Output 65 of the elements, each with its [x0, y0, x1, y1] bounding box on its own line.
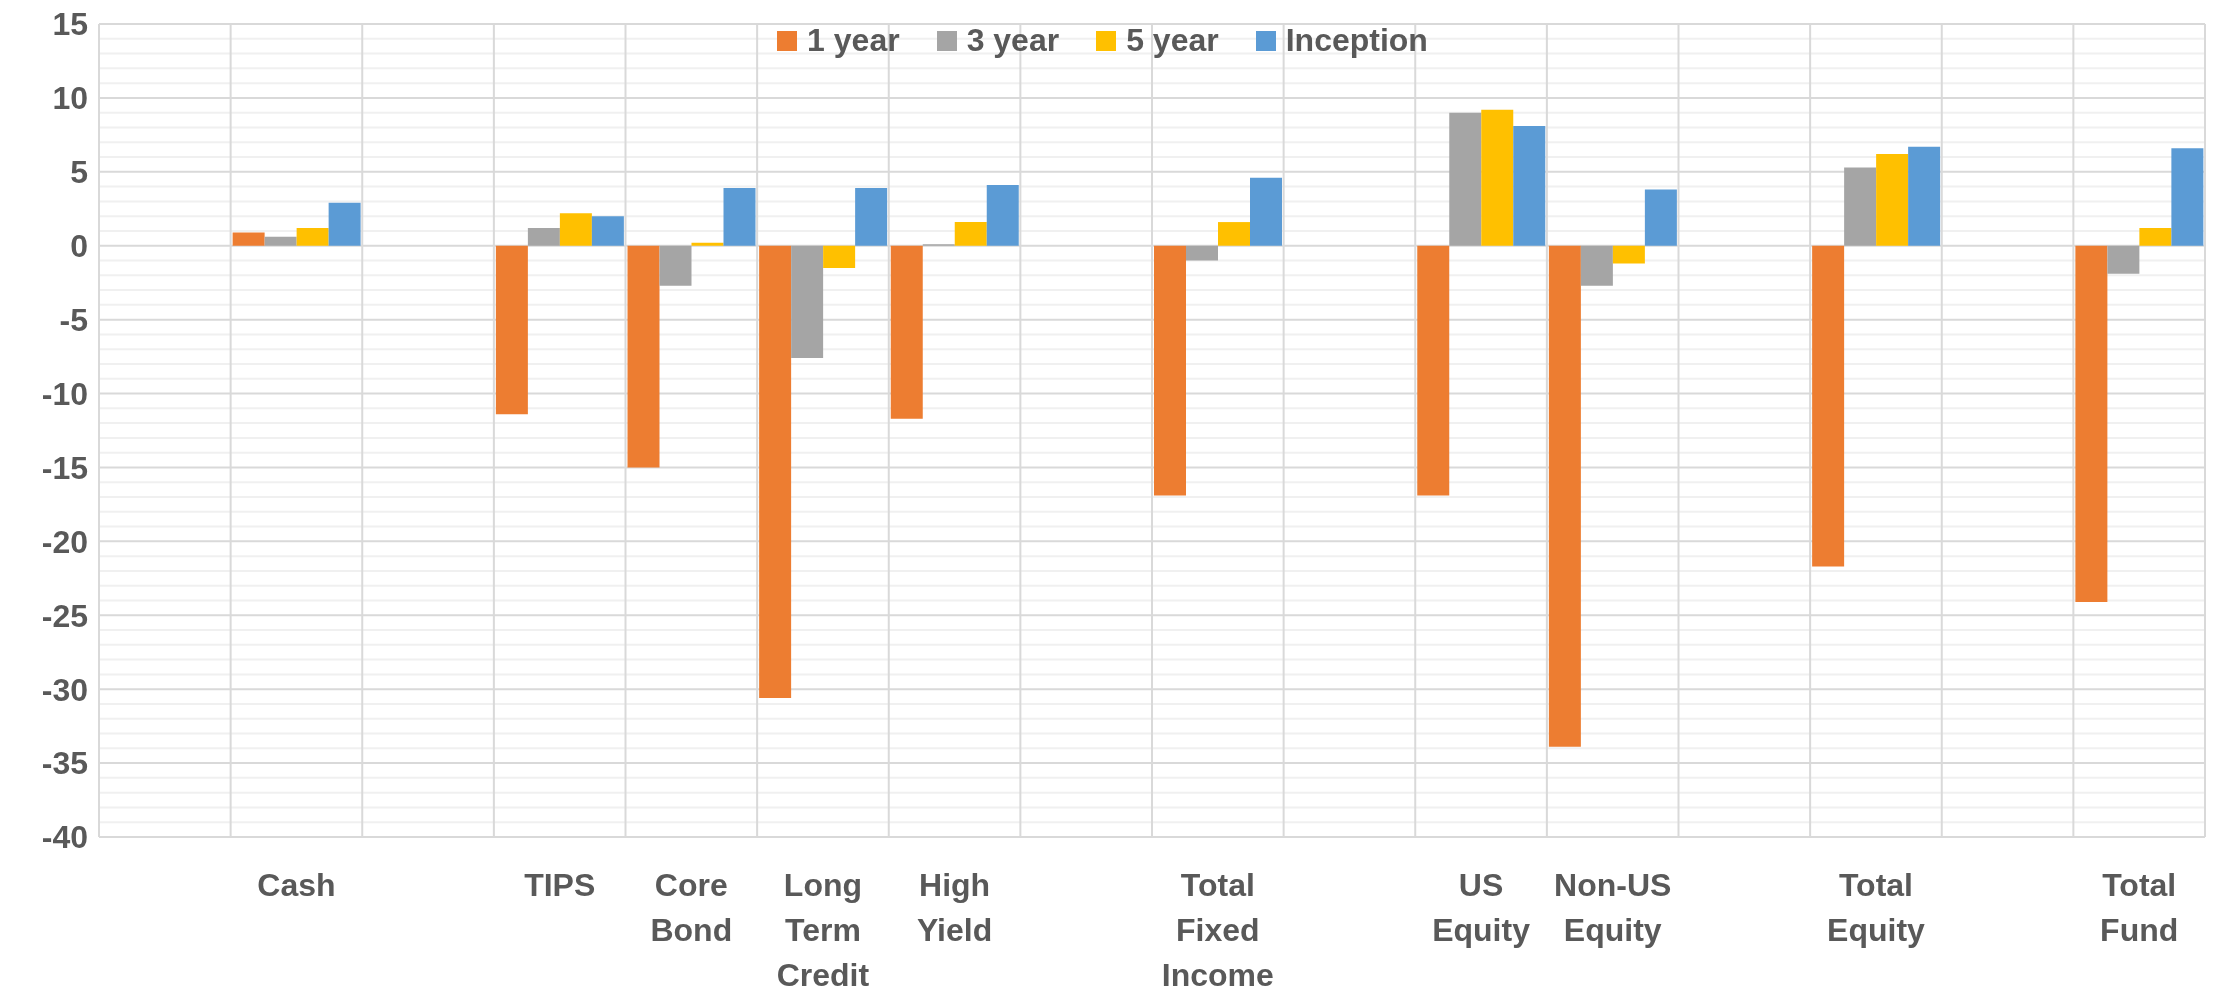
bar	[1812, 245, 1845, 567]
legend-label: 3 year	[966, 22, 1060, 59]
bar	[559, 213, 592, 246]
y-tick-label: -30	[41, 671, 88, 708]
bar	[1449, 112, 1482, 246]
x-tick-label: TIPS	[524, 867, 596, 903]
bar	[1218, 222, 1250, 246]
legend-label: 1 year	[807, 22, 900, 59]
y-tick-label: 10	[52, 80, 88, 117]
bar	[1154, 245, 1186, 496]
bar	[527, 227, 560, 246]
bar	[791, 245, 824, 359]
bar	[2075, 245, 2108, 602]
x-tick-label: High Yield	[916, 867, 993, 948]
y-tick-label: -5	[59, 302, 88, 338]
bar	[2139, 227, 2172, 246]
y-tick-label: -10	[41, 375, 88, 412]
y-tick-label: -40	[41, 819, 88, 856]
y-tick-label: 5	[70, 154, 88, 191]
bar	[691, 242, 724, 246]
bar	[723, 188, 756, 246]
bar	[659, 245, 692, 286]
x-tick-label: Long Term Credit	[776, 867, 870, 993]
y-tick-label: -35	[41, 745, 88, 782]
bar	[1417, 245, 1450, 496]
x-tick-label: US Equity	[1432, 867, 1531, 948]
y-tick-label: 0	[70, 228, 88, 265]
x-tick-label: Core Bond	[650, 867, 733, 948]
bar	[1580, 245, 1613, 286]
legend-label: Inception	[1285, 22, 1428, 59]
legend-label: 5 year	[1126, 22, 1219, 59]
x-tick-label: Total Fund	[2100, 867, 2179, 948]
bar	[1548, 245, 1581, 747]
bar	[855, 188, 888, 246]
bar	[1908, 146, 1941, 246]
bar	[1876, 154, 1909, 246]
bar	[2107, 245, 2140, 274]
bar	[1844, 167, 1877, 246]
y-tick-label: -25	[41, 597, 88, 634]
y-tick-label: 15	[52, 6, 88, 43]
bar	[2171, 148, 2204, 246]
bar	[1513, 125, 1546, 246]
bar	[1250, 177, 1282, 246]
bar	[296, 227, 329, 246]
bar	[823, 245, 856, 268]
bar	[1644, 189, 1677, 246]
y-tick-label: -15	[41, 449, 88, 486]
x-tick-label: Non-US Equity	[1554, 867, 1672, 948]
bar	[954, 222, 987, 246]
bar	[591, 216, 624, 246]
bar	[328, 202, 361, 246]
x-tick-label: Total Equity	[1827, 867, 1926, 948]
bar	[986, 185, 1019, 246]
x-tick-label: Total Fixed Income	[1161, 867, 1274, 993]
bar	[890, 245, 923, 419]
bar	[627, 245, 660, 468]
bar	[1612, 245, 1645, 264]
x-tick-label: Cash	[257, 867, 336, 903]
bar	[1481, 109, 1514, 246]
y-tick-label: -20	[41, 523, 88, 560]
bar	[264, 236, 297, 246]
bar	[232, 232, 265, 246]
bar	[495, 245, 528, 415]
bar	[759, 245, 792, 699]
bar	[1186, 245, 1218, 261]
